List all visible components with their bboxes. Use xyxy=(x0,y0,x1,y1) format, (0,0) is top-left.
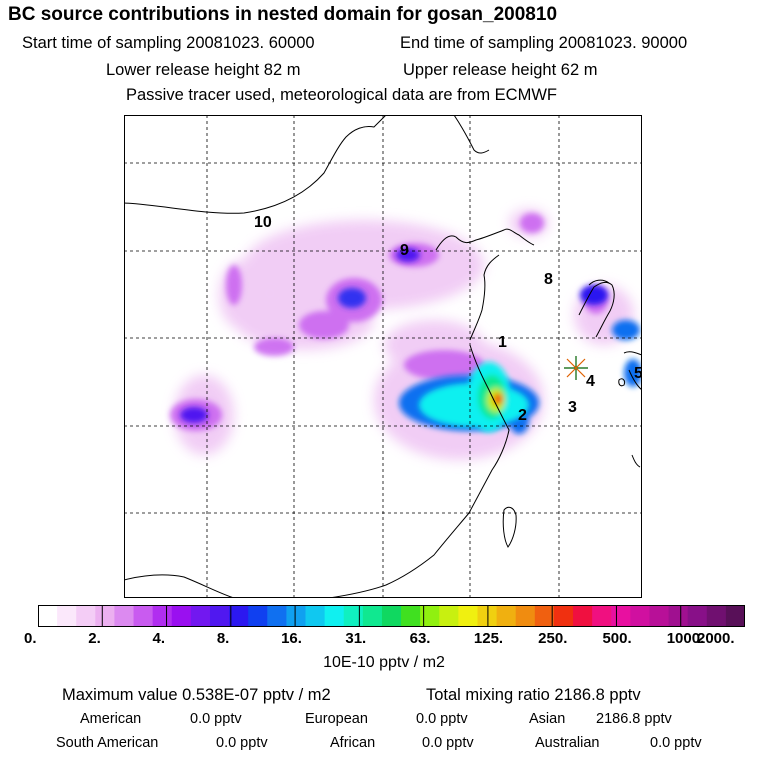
colorbar-tick-label: 125. xyxy=(473,630,504,647)
colorbar-tick-label: 1000. xyxy=(666,630,705,647)
colorbar-swatch xyxy=(401,605,421,627)
asian-value: 2186.8 pptv xyxy=(596,711,672,727)
colorbar-tick-label: 500. xyxy=(602,630,632,647)
plot-title: BC source contributions in nested domain… xyxy=(8,4,558,25)
colorbar-swatch xyxy=(458,605,478,627)
max-value-text: Maximum value 0.538E-07 pptv / m2 xyxy=(62,686,331,704)
colorbar-swatch xyxy=(38,605,58,627)
asian-label: Asian xyxy=(529,711,566,727)
total-mixing-text: Total mixing ratio 2186.8 pptv xyxy=(426,686,641,704)
colorbar-swatch xyxy=(381,605,402,627)
colorbar-swatch xyxy=(152,605,173,627)
colorbar-swatch xyxy=(496,605,517,627)
colorbar-swatch xyxy=(343,605,364,627)
colorbar-swatch xyxy=(515,605,536,627)
south-american-label: South American xyxy=(56,735,159,751)
region-label-2: 2 xyxy=(518,407,527,424)
colorbar-tick-label: 250. xyxy=(538,630,568,647)
south-american-value: 0.0 pptv xyxy=(216,735,268,751)
region-label-1: 1 xyxy=(498,334,507,351)
colorbar-swatch xyxy=(592,605,612,627)
european-value: 0.0 pptv xyxy=(416,711,468,727)
region-label-9: 9 xyxy=(400,242,409,259)
colorbar-swatch xyxy=(630,605,650,627)
region-label-8: 8 xyxy=(544,271,553,288)
colorbar-tick-label: 31. xyxy=(345,630,367,647)
colorbar-swatch xyxy=(477,605,498,627)
colorbar-swatch xyxy=(286,605,307,627)
region-label-10: 10 xyxy=(254,214,272,231)
colorbar-swatch xyxy=(190,605,211,627)
australian-label: Australian xyxy=(535,735,600,751)
american-value: 0.0 pptv xyxy=(190,711,242,727)
region-label-3: 3 xyxy=(568,399,577,416)
colorbar-swatch xyxy=(687,605,708,627)
map-grid xyxy=(124,115,642,598)
map-frame xyxy=(124,115,642,598)
african-value: 0.0 pptv xyxy=(422,735,474,751)
colorbar-tick-label: 63. xyxy=(409,630,431,647)
colorbar-swatch xyxy=(305,605,326,627)
star-burst-icon xyxy=(564,356,588,380)
colorbar-swatch xyxy=(668,605,689,627)
colorbar-swatch xyxy=(133,605,154,627)
colorbar-frame xyxy=(38,605,745,627)
colorbar-swatch xyxy=(57,605,77,627)
colorbar-swatch xyxy=(171,605,192,627)
colorbar-swatch xyxy=(324,605,345,627)
australian-value: 0.0 pptv xyxy=(650,735,702,751)
colorbar-swatch xyxy=(248,605,268,627)
african-label: African xyxy=(330,735,376,751)
tracer-note: Passive tracer used, meteorological data… xyxy=(126,86,557,104)
plume-core xyxy=(419,362,529,432)
colorbar-swatch xyxy=(229,605,249,627)
colorbar-swatch xyxy=(706,605,727,627)
colorbar-tick-label: 4. xyxy=(152,630,166,647)
colorbar-tick-label: 8. xyxy=(216,630,230,647)
region-label-4: 4 xyxy=(586,373,595,390)
colorbar-swatch xyxy=(573,605,593,627)
colorbar-swatch xyxy=(95,605,115,627)
contribution-map: 1 2 3 4 5 8 9 10 xyxy=(124,115,642,598)
colorbar-tick-label: 0. xyxy=(24,630,37,647)
colorbar-swatch xyxy=(439,605,459,627)
colorbar xyxy=(38,605,745,627)
colorbar-swatch xyxy=(114,605,135,627)
colorbar-swatch xyxy=(534,605,555,627)
colorbar-tick-label: 2. xyxy=(88,630,101,647)
colorbar-unit: 10E-10 pptv / m2 xyxy=(323,654,445,671)
end-time-label: End time of sampling 20081023. 90000 xyxy=(400,34,688,52)
lower-release-label: Lower release height 82 m xyxy=(106,61,301,79)
colorbar-swatch xyxy=(267,605,287,627)
colorbar-swatch xyxy=(725,605,745,627)
european-label: European xyxy=(305,711,368,727)
colorbar-swatch xyxy=(611,605,631,627)
colorbar-swatch xyxy=(76,605,96,627)
colorbar-tick-label: 16. xyxy=(281,630,302,647)
start-time-label: Start time of sampling 20081023. 60000 xyxy=(22,34,315,52)
colorbar-swatch xyxy=(209,605,230,627)
upper-release-label: Upper release height 62 m xyxy=(403,61,598,79)
coastlines xyxy=(124,115,642,598)
american-label: American xyxy=(80,711,142,727)
region-label-5: 5 xyxy=(634,365,642,382)
colorbar-swatch xyxy=(649,605,670,627)
colorbar-swatch xyxy=(553,605,574,627)
colorbar-swatch xyxy=(420,605,440,627)
colorbar-tick-label: 2000. xyxy=(697,630,735,647)
colorbar-swatch xyxy=(362,605,383,627)
